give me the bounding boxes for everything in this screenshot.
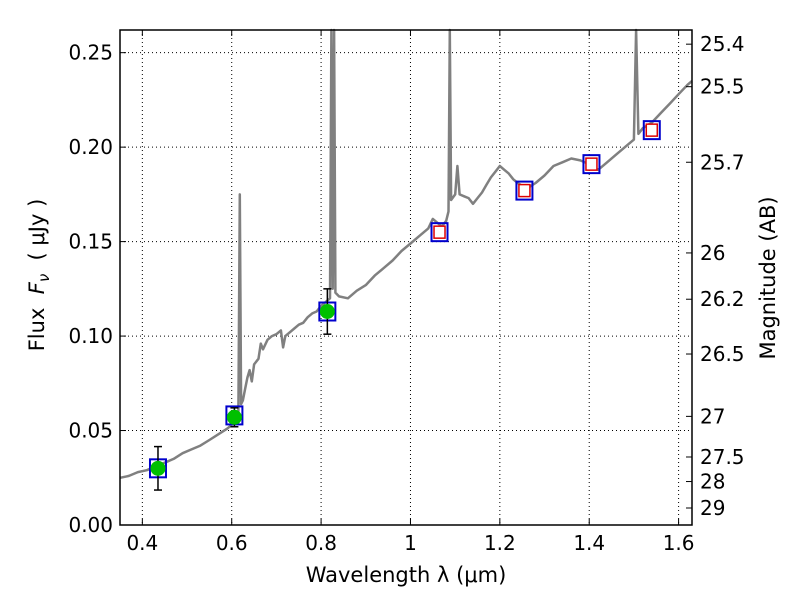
- magnitude-tick-label: 25.4: [700, 32, 745, 56]
- y-axis-title-suffix: ( μJy ): [25, 199, 49, 274]
- y-tick-label: 0.05: [68, 419, 113, 443]
- x-tick-label: 1.6: [663, 531, 695, 555]
- y-tick-label: 0.25: [68, 41, 113, 65]
- x-tick-label: 1.4: [573, 531, 605, 555]
- model-photometry-square: [430, 222, 449, 243]
- magnitude-tick-label: 26.5: [700, 342, 745, 366]
- observed-photometry-point: [319, 304, 335, 320]
- axis-ticks: 0.4 0.6 0.8 1 1.2 1.4 1.6 0.00 0.05 0.10 0.15 0.20 0…: [68, 30, 745, 555]
- y-axis-title-subscript: ν: [35, 274, 53, 282]
- y-axis-title-prefix: Flux: [25, 294, 49, 351]
- magnitude-tick-label: 27.5: [700, 445, 745, 469]
- magnitude-tick-label: 26.2: [700, 287, 745, 311]
- grid-lines: [120, 30, 692, 526]
- magnitude-tick-label: 27: [700, 404, 725, 428]
- y-axis-title-left: Flux Fν ( μJy ): [25, 199, 53, 352]
- magnitude-tick-label: 25.5: [700, 75, 745, 99]
- y-tick-label: 0.15: [68, 230, 113, 254]
- x-tick-label: 1.2: [484, 531, 516, 555]
- y-tick-label: 0.00: [68, 513, 113, 537]
- x-axis-title: Wavelength λ (μm): [306, 563, 507, 587]
- series-line-model-spectrum: [119, 28, 693, 480]
- x-tick-label: 0.6: [216, 531, 248, 555]
- y-axis-title-right: Magnitude (AB): [756, 196, 780, 359]
- magnitude-tick-label: 28: [700, 470, 725, 494]
- upper-limit-square: [585, 157, 598, 171]
- photometry-markers: [148, 120, 661, 491]
- magnitude-tick-label: 26: [700, 241, 725, 265]
- y-tick-label: 0.10: [68, 324, 113, 348]
- upper-limit-square: [518, 183, 531, 198]
- magnitude-tick-label: 29: [700, 496, 725, 520]
- upper-limit-square: [645, 123, 659, 137]
- observed-photometry-point: [150, 460, 166, 476]
- x-tick-label: 1: [404, 531, 417, 555]
- x-tick-label: 0.8: [305, 531, 337, 555]
- model-photometry-square: [515, 180, 534, 201]
- upper-limit-square: [433, 225, 446, 239]
- y-tick-label: 0.20: [68, 135, 113, 159]
- y-axis-title-symbol: F: [25, 281, 49, 294]
- x-tick-label: 0.4: [126, 531, 158, 555]
- magnitude-tick-label: 25.7: [700, 150, 745, 174]
- model-photometry-square: [582, 154, 601, 175]
- plot-frame: [119, 29, 693, 526]
- model-photometry-square: [642, 120, 661, 141]
- spectrum-layer: [119, 28, 693, 480]
- observed-photometry-point: [226, 409, 242, 425]
